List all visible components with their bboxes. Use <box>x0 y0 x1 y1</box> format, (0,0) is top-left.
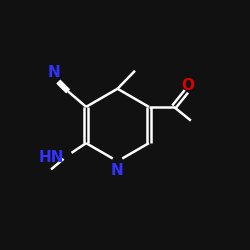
Text: O: O <box>181 78 194 93</box>
Text: N: N <box>111 163 124 178</box>
Text: HN: HN <box>39 150 64 165</box>
Text: N: N <box>48 65 60 80</box>
